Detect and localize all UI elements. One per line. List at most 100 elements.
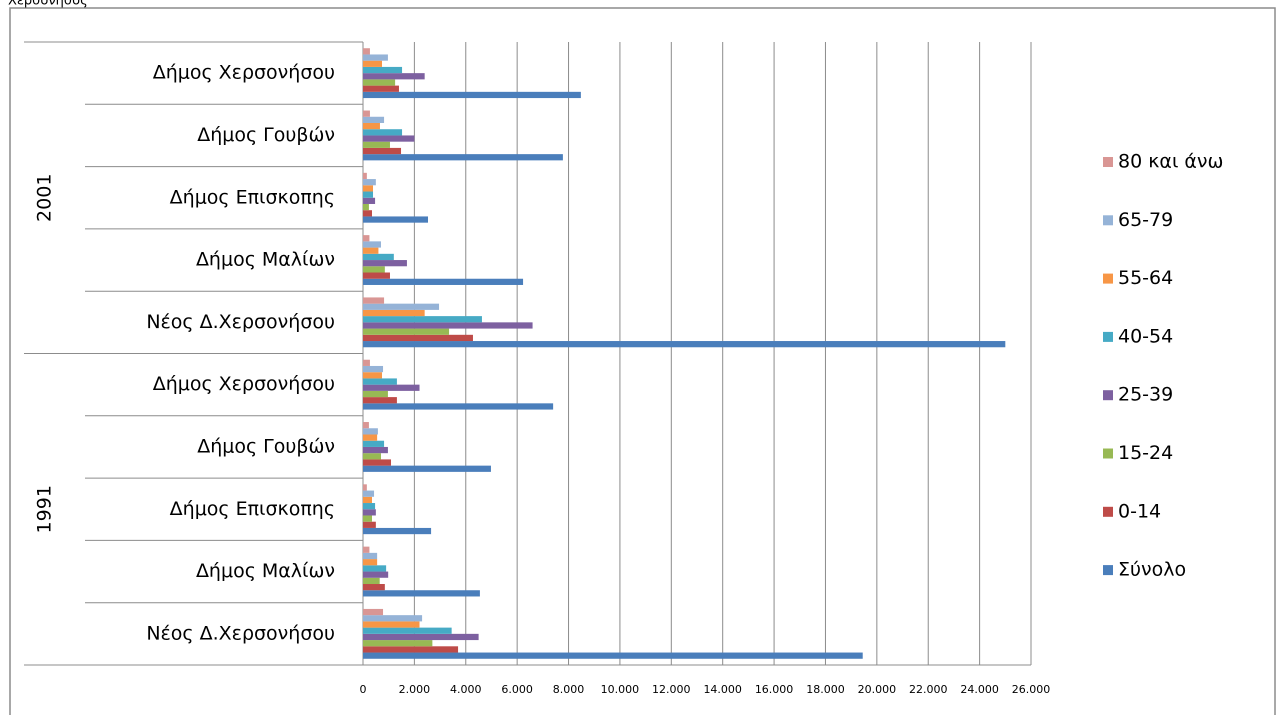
bar: [363, 135, 415, 142]
legend-swatch: [1103, 506, 1113, 517]
legend-swatch: [1103, 448, 1113, 459]
bar: [363, 372, 383, 379]
group-label: 2001: [34, 174, 56, 222]
bar: [363, 365, 384, 373]
bar: [363, 503, 376, 510]
category-label: Δήμος Μαλίων: [196, 249, 335, 271]
x-tick-label: 26.000: [1012, 683, 1051, 696]
bar: [363, 216, 429, 223]
x-tick-label: 20.000: [858, 683, 897, 696]
bar: [363, 440, 385, 447]
bar: [363, 397, 397, 404]
legend-label: 40-54: [1118, 325, 1173, 347]
bar: [363, 378, 397, 385]
bar: [363, 515, 372, 522]
bar: [363, 652, 863, 659]
x-tick-label: 8.000: [553, 683, 585, 696]
category-label: Δήμος Γουβών: [197, 435, 335, 457]
category-label: Δήμος Επισκοπης: [170, 498, 335, 520]
legend-swatch: [1103, 565, 1113, 576]
bar: [363, 191, 374, 198]
bar: [363, 484, 367, 491]
category-label: Δήμος Χερσονήσου: [153, 373, 335, 395]
bar: [363, 141, 390, 148]
bar: [363, 434, 378, 441]
bar: [363, 60, 383, 67]
legend-swatch: [1103, 157, 1113, 167]
legend-swatch: [1103, 215, 1113, 226]
legend-label: 55-64: [1118, 267, 1173, 289]
category-label: Δήμος Μαλίων: [196, 560, 335, 582]
group-label: 1991: [34, 485, 56, 533]
chart-frame: [9, 7, 1276, 715]
bar: [363, 316, 482, 323]
bar: [363, 210, 372, 217]
bar: [363, 322, 533, 329]
bar: [363, 546, 370, 553]
bar: [363, 235, 370, 242]
bar: [363, 303, 440, 310]
legend-label: Σύνολο: [1118, 559, 1186, 581]
bar: [363, 496, 372, 504]
bar: [363, 559, 378, 566]
bar: [363, 85, 399, 92]
bar: [363, 465, 491, 472]
bar: [363, 509, 376, 516]
bar: [363, 266, 385, 273]
bar: [363, 584, 385, 591]
bar: [363, 278, 524, 285]
bar: [363, 122, 380, 130]
bar: [363, 608, 384, 616]
bar: [363, 116, 385, 123]
x-tick-label: 12.000: [652, 683, 691, 696]
legend-swatch: [1103, 273, 1113, 284]
category-label: Νέος Δ.Χερσονήσου: [146, 622, 335, 644]
bar: [363, 309, 425, 317]
bar: [363, 384, 420, 391]
bar: [363, 552, 378, 560]
bar: [363, 359, 370, 366]
bar: [363, 110, 370, 117]
bar: [363, 66, 403, 74]
bar: [363, 640, 433, 647]
x-tick-label: 6.000: [501, 683, 533, 696]
bar: [363, 147, 402, 155]
bar: [363, 615, 423, 622]
category-label: Δήμος Χερσονήσου: [153, 62, 335, 84]
legend-label: 0-14: [1118, 500, 1161, 522]
category-label: Δήμος Γουβών: [197, 124, 335, 146]
bar: [363, 203, 369, 211]
bar: [363, 590, 480, 597]
bar: [363, 272, 390, 279]
bar: [363, 390, 388, 398]
bar: [363, 197, 376, 204]
bar: [363, 54, 388, 61]
bar: [363, 403, 554, 410]
x-tick-label: 0: [360, 683, 367, 696]
x-tick-label: 14.000: [703, 683, 742, 696]
bar: [363, 172, 367, 180]
bar: [363, 527, 432, 535]
bar: [363, 428, 378, 435]
bar: [363, 459, 392, 466]
bar: [363, 91, 581, 99]
category-label: Δήμος Επισκοπης: [170, 186, 335, 208]
bar: [363, 627, 452, 634]
bar: [363, 633, 479, 641]
chart-title: Χερσόνησος: [8, 0, 88, 9]
legend-label: 15-24: [1118, 442, 1173, 464]
bar: [363, 79, 396, 86]
bar: [363, 185, 374, 192]
bar: [363, 297, 385, 304]
bar: [363, 73, 425, 80]
bar: [363, 241, 381, 248]
bar: [363, 646, 459, 653]
bar: [363, 247, 379, 254]
bar: [363, 490, 375, 497]
bar: [363, 154, 563, 161]
legend-label: 80 και άνω: [1118, 151, 1223, 173]
x-tick-label: 16.000: [755, 683, 794, 696]
bar: [363, 521, 376, 528]
